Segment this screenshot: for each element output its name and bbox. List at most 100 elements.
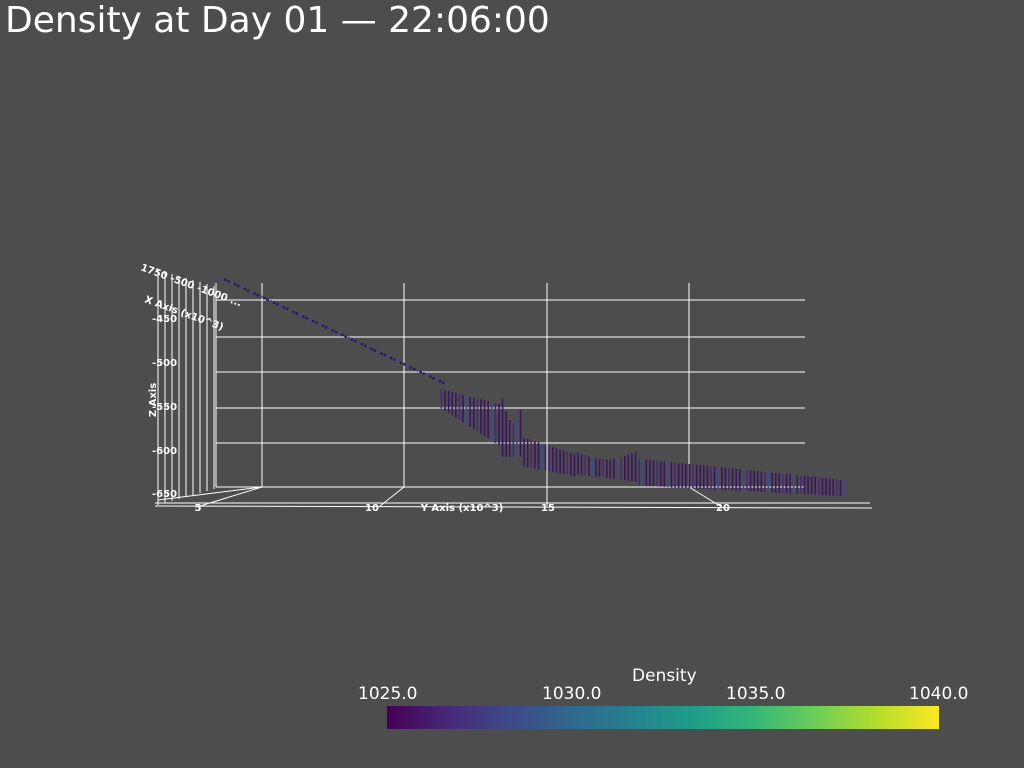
data-point bbox=[240, 286, 243, 289]
data-point bbox=[331, 329, 335, 332]
data-point bbox=[393, 358, 396, 362]
data-column bbox=[828, 478, 831, 496]
data-column bbox=[796, 475, 799, 494]
y-axis-label: Y Axis (x10^3) bbox=[420, 503, 504, 514]
data-point bbox=[233, 282, 237, 286]
data-point bbox=[370, 347, 374, 351]
data-column bbox=[713, 466, 716, 490]
data-column bbox=[641, 459, 644, 486]
data-column bbox=[724, 467, 727, 491]
data-point bbox=[318, 322, 322, 326]
data-column bbox=[526, 439, 529, 468]
data-point bbox=[285, 307, 289, 311]
data-column bbox=[512, 422, 515, 457]
data-column bbox=[573, 454, 576, 477]
z-tick-label: -550 bbox=[152, 402, 177, 413]
data-point bbox=[337, 332, 341, 335]
data-column bbox=[825, 478, 827, 496]
data-point bbox=[357, 341, 361, 345]
floor-line bbox=[199, 486, 263, 507]
data-point bbox=[373, 349, 377, 352]
data-point bbox=[383, 353, 387, 357]
data-column bbox=[541, 443, 543, 471]
data-column bbox=[692, 464, 694, 489]
data-column bbox=[753, 470, 755, 492]
data-column bbox=[728, 468, 730, 491]
data-point bbox=[223, 278, 227, 282]
data-column bbox=[785, 474, 788, 494]
data-column bbox=[598, 459, 601, 477]
data-column bbox=[800, 475, 802, 495]
axes-grid bbox=[154, 270, 873, 509]
data-column bbox=[688, 464, 691, 489]
data-column bbox=[764, 471, 766, 493]
y-tick-label: 10 bbox=[365, 503, 379, 514]
data-column bbox=[498, 403, 500, 446]
floor-line bbox=[157, 486, 263, 501]
data-column bbox=[667, 461, 669, 488]
data-point bbox=[272, 301, 276, 305]
data-column bbox=[735, 468, 737, 491]
data-point bbox=[305, 316, 309, 320]
y-tick-label: 5 bbox=[195, 503, 202, 514]
colorbar bbox=[387, 706, 939, 729]
data-column bbox=[767, 472, 770, 493]
data-point bbox=[360, 342, 364, 346]
base-line bbox=[154, 505, 873, 509]
data-point bbox=[396, 359, 400, 363]
data-column bbox=[731, 468, 734, 491]
data-column bbox=[771, 472, 773, 493]
data-column bbox=[663, 461, 666, 487]
data-column bbox=[472, 397, 475, 430]
chart-title: Density at Day 01 — 22:06:00 bbox=[5, 0, 550, 41]
data-column bbox=[695, 464, 698, 489]
data-column bbox=[652, 460, 655, 487]
data-column bbox=[548, 445, 551, 472]
data-column bbox=[447, 390, 450, 414]
data-column bbox=[523, 437, 525, 467]
data-point bbox=[249, 290, 253, 294]
data-column bbox=[807, 476, 809, 495]
z-tick-label: -650 bbox=[152, 489, 177, 500]
data-column bbox=[613, 458, 615, 479]
data-point bbox=[321, 324, 325, 328]
data-column bbox=[810, 476, 813, 495]
data-column bbox=[803, 475, 806, 495]
z-tick-label: -500 bbox=[152, 358, 177, 369]
data-point bbox=[298, 313, 302, 317]
colorbar-tick-label: 1035.0 bbox=[726, 684, 786, 704]
data-column bbox=[591, 457, 594, 477]
data-column bbox=[814, 476, 817, 495]
data-column bbox=[609, 459, 612, 479]
data-column bbox=[577, 452, 579, 475]
data-point bbox=[279, 304, 282, 308]
data-column bbox=[566, 451, 569, 475]
data-column bbox=[602, 459, 604, 478]
data-point bbox=[438, 379, 442, 383]
data-column bbox=[821, 477, 824, 496]
data-column bbox=[480, 399, 482, 434]
data-point bbox=[389, 356, 393, 360]
data-column bbox=[508, 419, 511, 457]
data-column bbox=[501, 398, 504, 457]
data-point bbox=[243, 287, 247, 291]
data-column bbox=[516, 419, 518, 457]
data-point bbox=[324, 325, 328, 329]
data-column bbox=[839, 479, 842, 497]
data-column bbox=[444, 390, 446, 411]
data-point bbox=[301, 315, 305, 319]
data-column bbox=[530, 440, 533, 468]
data-point bbox=[419, 370, 422, 374]
data-points bbox=[220, 276, 845, 497]
data-column bbox=[455, 392, 457, 418]
data-column bbox=[595, 458, 597, 477]
data-column bbox=[605, 459, 608, 478]
data-column bbox=[836, 479, 838, 496]
floor-line bbox=[379, 486, 405, 507]
data-point bbox=[367, 345, 370, 349]
data-column bbox=[674, 462, 676, 488]
data-column bbox=[681, 463, 684, 488]
data-column bbox=[487, 401, 489, 439]
y-tick-label: 20 bbox=[716, 503, 730, 514]
